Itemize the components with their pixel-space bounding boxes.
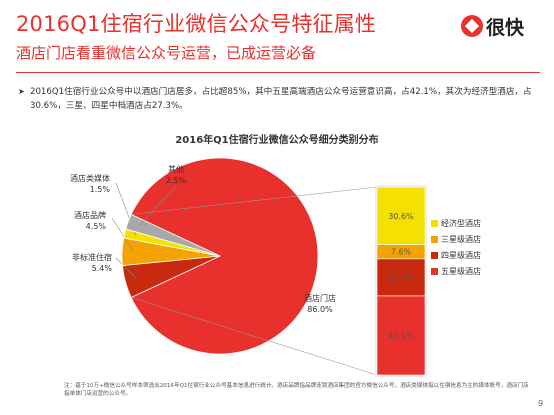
breakdown-connectors	[131, 186, 378, 376]
pie-leader-line	[111, 217, 135, 253]
breakdown-bar-label: 7.6%	[391, 248, 412, 257]
pie-slice-value: 86.0%	[307, 305, 333, 314]
summary-bullet: ➤ 2016Q1住宿行业公众号中以酒店门店居多，占比超85%，其中五星高端酒店公…	[18, 85, 538, 113]
page-title: 2016Q1住宿行业微信公众号特征属性	[16, 12, 377, 36]
legend-swatch	[431, 220, 438, 227]
legend-swatch	[431, 252, 438, 259]
breakdown-stacked-bar: 42.1% 19.7% 7.6% 30.6%	[375, 185, 427, 377]
pie-chart: 酒店门店 86.0% 非标准住宿 5.4% 酒店品牌 4.5% 酒店类媒体 1.5% 其他 2.5…	[70, 157, 336, 355]
pie-slice	[125, 213, 221, 257]
legend-label: 三星级酒店	[441, 234, 481, 244]
breakdown-bar-label: 19.7%	[388, 273, 414, 282]
pie-slice-name: 其他	[168, 164, 184, 174]
breakdown-bar-label: 42.1%	[388, 331, 414, 340]
pie-slice-name: 非标准住宿	[72, 252, 112, 262]
pie-slice	[130, 157, 319, 355]
pie-slice-value: 4.5%	[86, 222, 107, 231]
legend-label: 经济型酒店	[441, 218, 481, 228]
pie-slice-name: 酒店门店	[304, 293, 336, 303]
legend-swatch	[431, 236, 438, 243]
pie-slice-name: 酒店类媒体	[70, 173, 110, 183]
legend-label: 四星级酒店	[441, 250, 481, 260]
logo-mark-icon	[461, 15, 483, 37]
chart-title: 2016年Q1住宿行业微信公众号细分类别分布	[175, 133, 378, 146]
pie-slice-value: 1.5%	[90, 185, 111, 194]
footnote: 注：基于10万+微信公众号样本筛选出2016年Q1住宿行业公众号基本信息进行统计…	[64, 383, 529, 397]
connector-line-top	[131, 186, 378, 215]
bullet-arrow-icon: ➤	[18, 87, 25, 96]
pie-slice-name: 酒店品牌	[74, 210, 106, 220]
page-subtitle: 酒店门店看重微信公众号运营，已成运营必备	[16, 44, 317, 62]
pie-slice-value: 5.4%	[92, 264, 113, 273]
title-divider	[16, 72, 540, 73]
breakdown-bar-label: 30.6%	[388, 212, 414, 221]
legend-label: 五星级酒店	[441, 266, 481, 276]
breakdown-bar-segment	[376, 186, 426, 245]
legend-swatch	[431, 268, 438, 275]
summary-text: 2016Q1住宿行业公众号中以酒店门店居多，占比超85%，其中五星高端酒店公众号…	[30, 87, 532, 111]
connector-line-bottom	[131, 297, 378, 376]
pie-leader-line	[139, 185, 177, 226]
breakdown-bar-segment	[376, 295, 426, 376]
logo-text: 很快	[486, 16, 525, 39]
brand-logo: 很快	[461, 12, 547, 40]
page-number: 9	[538, 399, 544, 408]
pie-leader-line	[115, 257, 138, 279]
pie-slice-value: 2.5%	[166, 176, 187, 185]
breakdown-bar-segment	[376, 258, 426, 297]
